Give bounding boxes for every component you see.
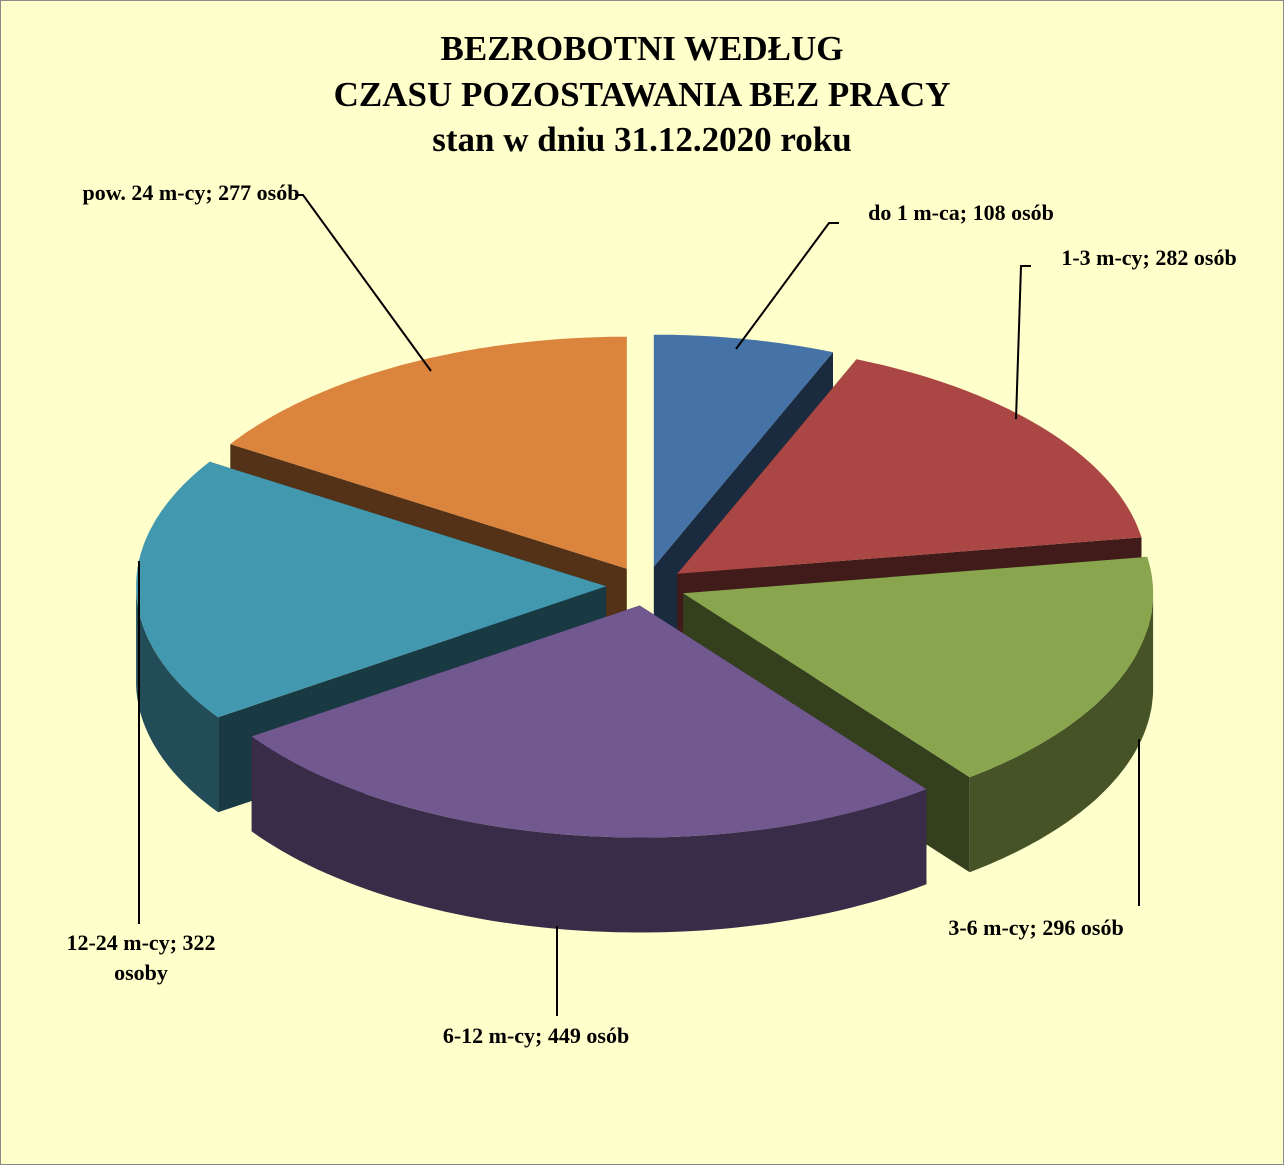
chart-title: CZASU POZOSTAWANIA BEZ PRACY bbox=[333, 75, 951, 114]
slice bbox=[683, 556, 1154, 778]
chart-subtitle: stan w dniu 31.12.2020 roku bbox=[432, 120, 852, 159]
slice bbox=[230, 336, 627, 569]
data-label: 1-3 m-cy; 282 osób bbox=[1061, 245, 1237, 270]
chart-title: BEZROBOTNI WEDŁUG bbox=[440, 29, 844, 68]
slice-side bbox=[969, 593, 1154, 873]
leader-line bbox=[295, 194, 432, 372]
data-label: 6-12 m-cy; 449 osób bbox=[442, 1023, 630, 1048]
slice-side bbox=[136, 586, 219, 813]
slice bbox=[677, 359, 1142, 574]
data-label: pow. 24 m-cy; 277 osób bbox=[82, 180, 300, 205]
data-label: do 1 m-ca; 108 osób bbox=[868, 200, 1054, 225]
data-label: 3-6 m-cy; 296 osób bbox=[948, 915, 1124, 940]
slice bbox=[653, 334, 833, 567]
leader-line bbox=[735, 222, 839, 350]
slice bbox=[251, 605, 927, 838]
slice bbox=[136, 461, 607, 718]
data-label: 12-24 m-cy; 322 osoby bbox=[66, 930, 216, 985]
slice-side bbox=[251, 736, 927, 933]
leader-line bbox=[1015, 265, 1031, 420]
